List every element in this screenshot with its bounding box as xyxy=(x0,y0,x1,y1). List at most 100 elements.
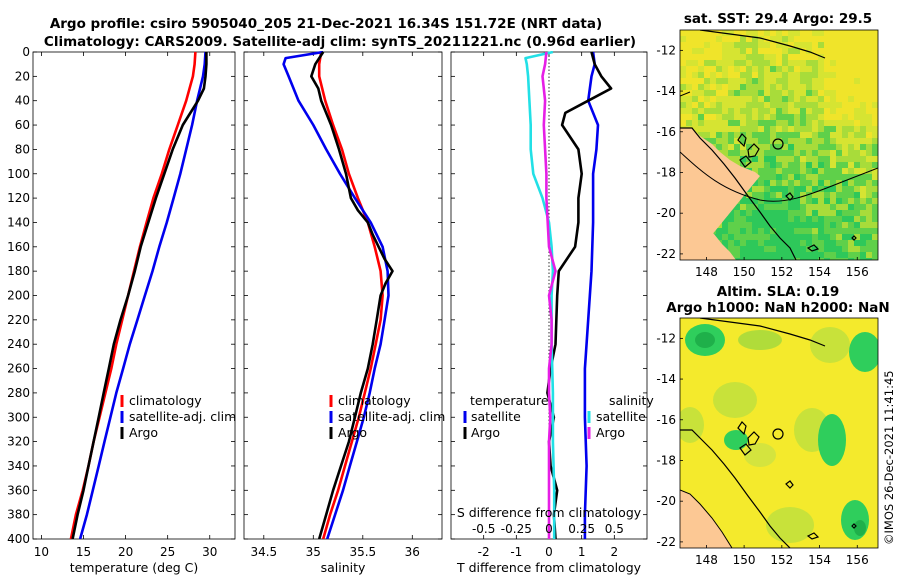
s-tick-label: -0.25 xyxy=(501,522,532,536)
sst-map-coast xyxy=(680,30,878,260)
map-x-tick-label: 148 xyxy=(695,265,718,279)
x-tick-label: 0 xyxy=(545,545,553,559)
s-tick-label: 0 xyxy=(545,522,553,536)
x-axis-label: T difference from climatology xyxy=(456,560,642,575)
y-tick-label: 240 xyxy=(7,337,30,351)
y-tick-label: 180 xyxy=(7,264,30,278)
map-y-tick-label: -20 xyxy=(656,494,676,508)
plot-frame xyxy=(243,51,443,540)
series-line-argo xyxy=(71,52,208,539)
x-tick-label: 10 xyxy=(34,545,49,559)
series-group xyxy=(524,51,613,539)
y-tick-label: 160 xyxy=(7,240,30,254)
legend-label-climatology: climatology xyxy=(129,393,202,408)
legend-label-temp-satellite: satellite xyxy=(471,409,521,424)
map-y-tick-label: -14 xyxy=(656,84,676,98)
map-x-tick-label: 154 xyxy=(808,553,831,567)
x-tick-label: 35.5 xyxy=(349,545,376,559)
sla-map: 148 150 152 154 156 -12 -14 -16 -18 -20 -22 xyxy=(656,317,879,567)
map-y-tick-label: -12 xyxy=(656,331,676,345)
series-line-satellite-adj-clim xyxy=(78,51,207,539)
salinity-profile-panel: 34.5 35 35.5 36 salinity xyxy=(243,51,443,575)
y-tick-label: 0 xyxy=(22,45,30,59)
y-tick-label: 120 xyxy=(7,191,30,205)
y-tick-label: 200 xyxy=(7,289,30,303)
map-x-tick-label: 156 xyxy=(846,553,869,567)
map-x-tick-label: 152 xyxy=(770,553,793,567)
temperature-legend: climatology satellite-adj. clim Argo xyxy=(120,393,236,440)
s-tick-label: 0.5 xyxy=(605,522,624,536)
y-tick-label: 100 xyxy=(7,167,30,181)
copyright-stamp: ©IMOS 26-Dec-2021 11:41:45 xyxy=(882,370,896,545)
map-y-tick-label: -14 xyxy=(656,372,676,386)
y-tick-label: 380 xyxy=(7,508,30,522)
y-tick-label: 400 xyxy=(7,532,30,546)
legend-label-argo: Argo xyxy=(129,425,158,440)
series-line-climatology xyxy=(317,51,384,539)
map-y-tick-label: -12 xyxy=(656,43,676,57)
x-axis-label: salinity xyxy=(321,560,366,575)
argo-position-marker xyxy=(772,428,784,440)
map-y-tick-label: -22 xyxy=(656,247,676,261)
series-group xyxy=(282,51,394,539)
plot-frame xyxy=(32,51,236,540)
x-tick-label: -1 xyxy=(510,545,522,559)
map-y-tick-label: -22 xyxy=(656,535,676,549)
x-tick-label: 34.5 xyxy=(250,545,277,559)
x-axis-label: temperature (deg C) xyxy=(70,560,199,575)
figure-title-line2: Climatology: CARS2009. Satellite-adj cli… xyxy=(44,34,636,50)
map-x-tick-label: 156 xyxy=(846,265,869,279)
legend-title-temperature: temperature xyxy=(470,393,549,408)
series-line-temperature-satellite xyxy=(583,51,600,539)
y-tick-label: 60 xyxy=(15,118,30,132)
map-y-tick-label: -18 xyxy=(656,165,676,179)
map-x-tick-label: 152 xyxy=(770,265,793,279)
series-line-argo xyxy=(309,51,394,539)
y-tick-label: 220 xyxy=(7,313,30,327)
map-x-tick-label: 150 xyxy=(733,553,756,567)
x-tick-label: 30 xyxy=(202,545,217,559)
y-tick-label: 140 xyxy=(7,215,30,229)
y-tick-label: 260 xyxy=(7,362,30,376)
map-x-tick-label: 150 xyxy=(733,265,756,279)
legend-label-temp-argo: Argo xyxy=(471,425,500,440)
sla-map-field xyxy=(680,318,878,548)
y-tick-label: 280 xyxy=(7,386,30,400)
legend-label-argo: Argo xyxy=(338,425,367,440)
y-tick-label: 340 xyxy=(7,459,30,473)
series-line-salinity-argo xyxy=(541,51,557,539)
x-tick-label: 36 xyxy=(405,545,420,559)
y-tick-label: 20 xyxy=(15,69,30,83)
y-tick-label: 320 xyxy=(7,435,30,449)
s-tick-label: 0.25 xyxy=(568,522,595,536)
map-y-tick-label: -16 xyxy=(656,413,676,427)
legend-label-satellite: satellite-adj. clim xyxy=(338,409,445,424)
figure-title-line1: Argo profile: csiro 5905040_205 21-Dec-2… xyxy=(50,16,602,32)
x-tick-label: 35 xyxy=(306,545,321,559)
x-tick-label: 15 xyxy=(76,545,91,559)
x-tick-label: -2 xyxy=(478,545,490,559)
sla-map-title-line1: Altim. SLA: 0.19 xyxy=(717,284,839,300)
map-x-tick-label: 148 xyxy=(695,553,718,567)
legend-label-climatology: climatology xyxy=(338,393,411,408)
s-tick-label: -0.5 xyxy=(472,522,495,536)
y-tick-label: 300 xyxy=(7,410,30,424)
map-y-tick-label: -20 xyxy=(656,206,676,220)
series-line-satellite-adj-clim xyxy=(282,51,390,539)
y-tick-label: 360 xyxy=(7,483,30,497)
sst-map: 148 150 152 154 156 -12 -14 -16 -18 -20 -22 xyxy=(656,29,879,279)
s-difference-axis-label: S difference from climatology xyxy=(457,505,642,520)
x-tick-label: 1 xyxy=(578,545,586,559)
argo-position-marker xyxy=(772,138,784,150)
legend-label-satellite: satellite-adj. clim xyxy=(129,409,236,424)
y-tick-label: 80 xyxy=(15,142,30,156)
map-y-tick-label: -18 xyxy=(656,453,676,467)
difference-legend: temperature satellite Argo salinity sate… xyxy=(463,393,654,440)
x-tick-label: 2 xyxy=(611,545,619,559)
sla-map-title-line2: Argo h1000: NaN h2000: NaN xyxy=(666,300,889,316)
y-tick-label: 40 xyxy=(15,94,30,108)
legend-label-sal-argo: Argo xyxy=(596,425,625,440)
series-group xyxy=(69,51,208,539)
legend-title-salinity: salinity xyxy=(609,393,654,408)
